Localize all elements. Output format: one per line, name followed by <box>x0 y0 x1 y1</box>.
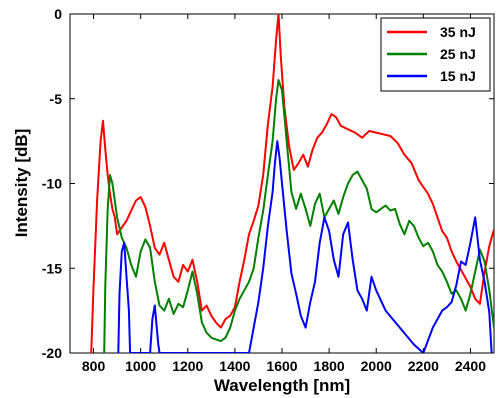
x-tick-label: 2200 <box>408 358 439 374</box>
x-tick-label: 800 <box>82 358 106 374</box>
series-line-25nj <box>103 79 494 353</box>
legend-label-35nj: 35 nJ <box>440 24 476 40</box>
series-line-35nj <box>90 14 494 353</box>
x-tick-label: 2000 <box>361 358 392 374</box>
x-tick-label: 2400 <box>455 358 486 374</box>
y-tick-label: -20 <box>42 345 62 361</box>
legend-label-25nj: 25 nJ <box>440 46 476 62</box>
y-tick-label: -15 <box>42 260 62 276</box>
y-tick-label: -5 <box>50 91 63 107</box>
y-tick-label: 0 <box>54 6 62 22</box>
x-tick-label: 1800 <box>314 358 345 374</box>
x-axis-label: Wavelength [nm] <box>214 376 350 395</box>
legend: 35 nJ 25 nJ 15 nJ <box>380 17 491 92</box>
x-tick-label: 1200 <box>172 358 203 374</box>
series-layer <box>90 14 494 353</box>
x-tick-label: 1600 <box>266 358 297 374</box>
y-axis-label: Intensity [dB] <box>12 129 31 238</box>
ticks-layer: 800 1000 1200 1400 1600 1800 2000 2200 2400 0 -5 -1… <box>42 6 494 374</box>
series-line-15nj <box>117 140 493 353</box>
legend-label-15nj: 15 nJ <box>440 68 476 84</box>
x-tick-label: 1400 <box>219 358 250 374</box>
y-tick-label: -10 <box>42 176 62 192</box>
x-tick-label: 1000 <box>125 358 156 374</box>
